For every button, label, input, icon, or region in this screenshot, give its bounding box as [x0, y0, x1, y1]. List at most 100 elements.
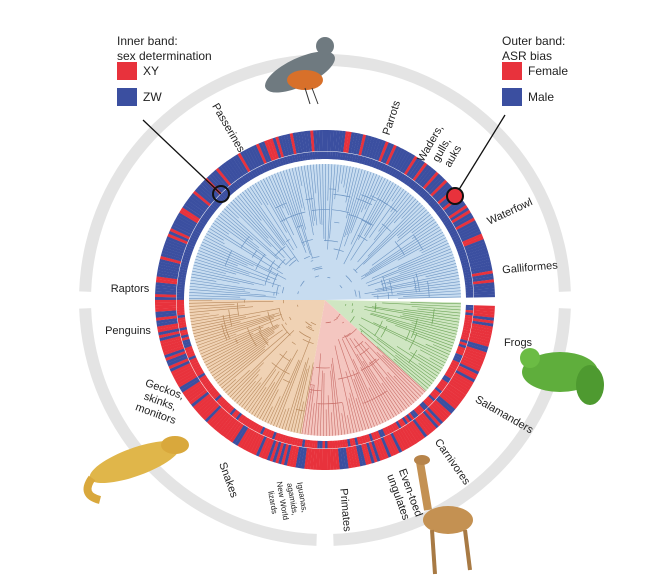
band-cell: [327, 130, 332, 152]
band-cell: [470, 261, 492, 270]
band-cell: [383, 143, 395, 164]
band-cell: [207, 206, 216, 214]
branch: [279, 353, 291, 362]
band-cell: [460, 259, 469, 264]
band-cell: [354, 154, 359, 163]
branch: [350, 185, 399, 261]
branch: [283, 378, 291, 383]
band-cell: [169, 360, 190, 372]
band-cell: [264, 163, 271, 172]
band-cell: [211, 202, 219, 210]
band-cell: [196, 186, 215, 203]
band-cell: [448, 228, 457, 234]
branch: [393, 375, 417, 401]
band-cell: [155, 307, 177, 312]
band-cell: [459, 256, 468, 262]
branch: [190, 276, 217, 282]
band-cell: [337, 130, 343, 152]
band-cell: [416, 166, 433, 185]
branch: [411, 216, 433, 234]
legend-swatch: [502, 62, 522, 80]
band-cell: [408, 159, 423, 179]
branch: [333, 317, 338, 321]
branch: [310, 403, 315, 436]
branch: [364, 341, 419, 399]
clade-label-line: lizards: [266, 490, 279, 514]
band-cell: [432, 401, 450, 419]
band-cell: [219, 193, 228, 201]
band-cell: [361, 156, 367, 165]
band-cell: [183, 343, 192, 349]
band-cell: [329, 440, 333, 449]
band-cell: [473, 307, 495, 313]
band-cell: [211, 390, 219, 398]
band-cell: [170, 362, 192, 375]
branch: [287, 357, 309, 431]
band-cell: [203, 380, 211, 388]
band-cell: [176, 302, 185, 306]
band-cell: [399, 174, 406, 182]
band-cell: [196, 223, 205, 230]
branch: [189, 289, 266, 296]
band-cell: [174, 369, 195, 383]
band-cell: [441, 216, 450, 224]
branch: [415, 273, 420, 292]
band-cell: [211, 171, 228, 190]
branch: [344, 169, 366, 238]
band-cell: [327, 151, 331, 160]
band-cell: [179, 268, 188, 274]
branch: [393, 358, 429, 389]
band-cell: [266, 162, 273, 171]
band-cell: [319, 440, 323, 449]
band-cell: [158, 330, 180, 339]
branch: [368, 358, 380, 368]
branch: [314, 275, 320, 278]
band-cell: [176, 297, 185, 300]
band-cell: [424, 408, 441, 427]
branch: [260, 180, 298, 249]
band-cell: [342, 152, 346, 161]
branch: [291, 167, 303, 209]
band-cell: [466, 343, 488, 353]
band-cell: [451, 234, 460, 241]
legend-title: Inner band:: [117, 34, 178, 48]
band-cell: [355, 133, 364, 155]
branch: [405, 330, 411, 341]
band-cell: [418, 167, 435, 186]
band-cell: [411, 409, 419, 418]
band-cell: [157, 323, 179, 330]
band-cell: [173, 367, 194, 380]
band-cell: [318, 448, 323, 470]
band-cell: [447, 225, 455, 232]
branch: [311, 209, 330, 211]
branch: [197, 333, 237, 349]
band-cell: [445, 370, 454, 377]
branch: [329, 164, 336, 239]
branch: [284, 322, 287, 325]
branch: [361, 226, 440, 278]
band-cell: [459, 341, 468, 347]
band-cell: [454, 215, 474, 228]
branch: [343, 165, 348, 188]
band-cell: [451, 376, 471, 391]
branch: [349, 392, 361, 432]
branch: [355, 398, 367, 430]
band-cell: [412, 418, 428, 438]
band-cell: [155, 299, 177, 303]
band-cell: [189, 389, 208, 405]
band-cell: [188, 354, 197, 361]
band-cell: [257, 425, 264, 434]
branch: [376, 177, 386, 196]
branch: [194, 315, 275, 341]
band-cell: [177, 281, 186, 286]
branch: [356, 198, 373, 205]
band-cell: [377, 162, 384, 171]
branch: [305, 326, 315, 332]
branch: [346, 328, 357, 338]
band-cell: [274, 432, 280, 441]
band-cell: [281, 434, 287, 443]
branch: [226, 206, 239, 219]
clade-label-line: Frogs: [504, 337, 533, 349]
band-cell: [294, 154, 299, 163]
band-cell: [356, 155, 362, 164]
